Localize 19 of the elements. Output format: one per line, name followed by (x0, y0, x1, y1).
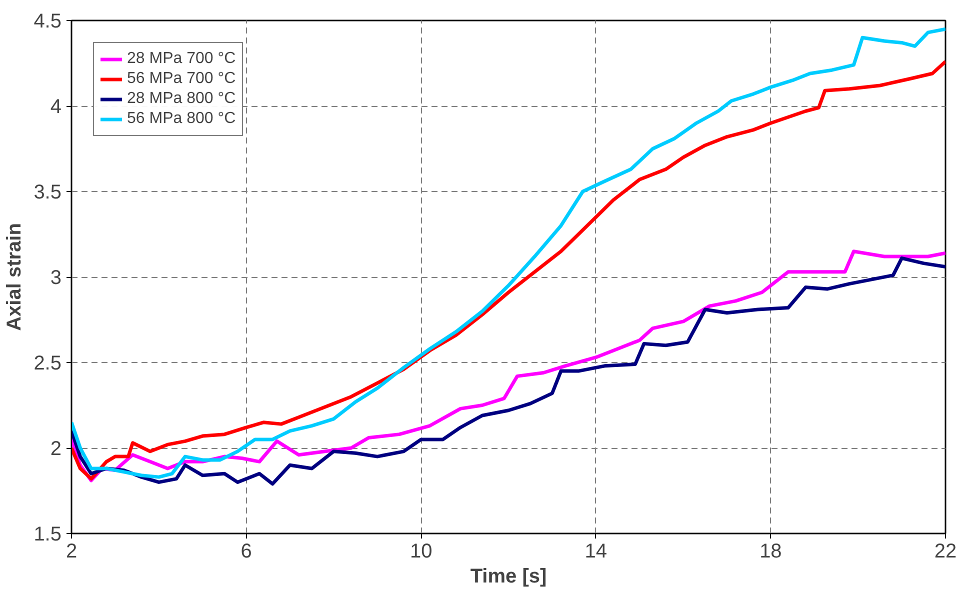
legend-label: 56 MPa 800 °C (127, 110, 236, 128)
x-tick-label: 14 (584, 540, 608, 562)
x-tick-label: 18 (760, 540, 782, 562)
x-axis-title: Time [s] (470, 566, 547, 588)
y-tick-label: 2 (50, 438, 62, 460)
legend-label: 28 MPa 700 °C (127, 50, 236, 68)
y-tick-label: 1.5 (34, 524, 62, 546)
y-tick-label: 3.5 (34, 182, 62, 204)
x-tick-label: 6 (240, 540, 252, 562)
y-tick-label: 4.5 (34, 10, 62, 32)
y-axis-title: Axial strain (4, 223, 26, 331)
legend-label: 28 MPa 800 °C (127, 90, 236, 108)
y-tick-label: 3 (50, 267, 62, 289)
legend-label: 56 MPa 700 °C (127, 70, 236, 88)
y-tick-label: 2.5 (34, 352, 62, 374)
x-tick-label: 22 (934, 540, 957, 562)
y-tick-label: 4 (50, 96, 62, 118)
x-tick-label: 2 (66, 540, 78, 562)
x-tick-label: 10 (410, 540, 432, 562)
